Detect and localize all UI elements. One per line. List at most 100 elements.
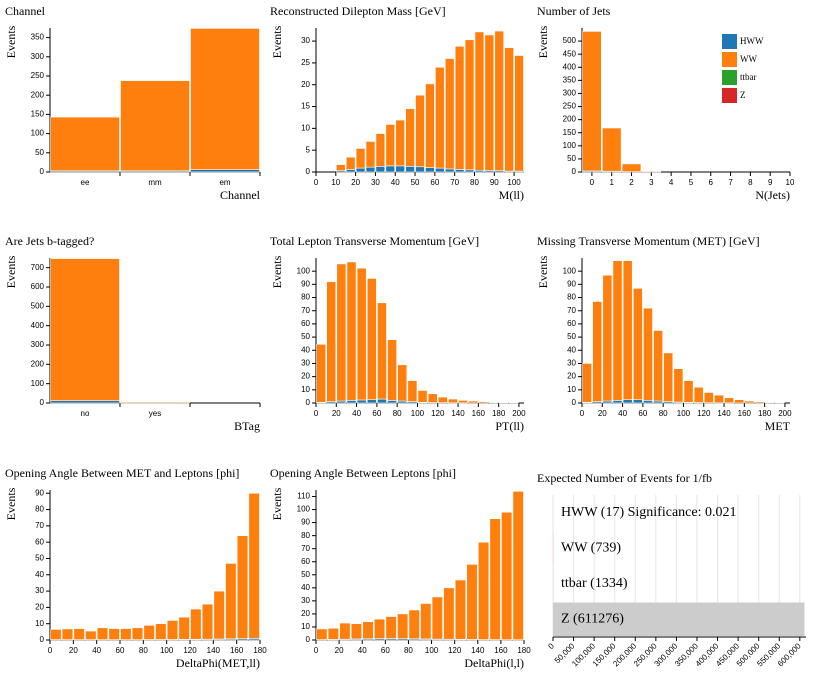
bar-segment <box>443 587 455 640</box>
x-tick-label: no <box>81 409 90 418</box>
y-tick-label: 150 <box>563 128 577 137</box>
bar-segment <box>501 511 513 641</box>
x-axis-label: M(ll) <box>499 188 524 202</box>
bar-segment <box>592 301 603 402</box>
bar-segment <box>345 156 356 170</box>
bar-segment <box>408 609 420 640</box>
bar-segment <box>448 398 458 404</box>
x-tick-label: 90 <box>490 178 499 187</box>
x-tick-label: 9 <box>768 178 773 187</box>
chart-title: Total Lepton Transverse Momentum [GeV] <box>270 234 479 248</box>
x-tick-label: 20 <box>598 409 607 418</box>
bar-segment <box>345 169 356 173</box>
x-tick-label: 60 <box>116 646 125 655</box>
x-axis-label: PT(ll) <box>495 419 524 433</box>
x-tick-label: 60 <box>372 409 381 418</box>
y-tick-label: 50 <box>35 148 44 157</box>
bar-segment <box>327 627 339 640</box>
x-tick-label: 20 <box>69 646 78 655</box>
bar-segment <box>673 368 684 403</box>
bar-segment <box>366 399 377 404</box>
bar-segment <box>178 616 190 640</box>
bar-segment <box>653 330 663 402</box>
y-tick-label: 5 <box>306 145 311 154</box>
bar-segment <box>365 166 376 173</box>
bar-segment <box>612 400 623 404</box>
y-tick-label: 30 <box>567 359 576 368</box>
y-tick-label: 90 <box>567 279 576 288</box>
bar-segment <box>478 401 489 404</box>
bar-segment <box>427 393 438 403</box>
y-tick-label: 400 <box>31 321 45 330</box>
bar-segment <box>425 83 435 168</box>
x-tick-label: 50 <box>411 178 420 187</box>
legend-swatch <box>722 88 737 103</box>
bar-segment <box>582 31 602 172</box>
bar-segment <box>61 628 74 640</box>
x-tick-label: 140 <box>717 409 731 418</box>
bar-segment <box>734 399 745 404</box>
bar-segment <box>190 169 260 173</box>
y-tick-label: 100 <box>297 266 311 275</box>
bar-segment <box>488 402 499 404</box>
x-tick-label: 0 <box>546 641 556 651</box>
y-tick-label: 70 <box>567 306 576 315</box>
bar-segment <box>120 628 132 640</box>
chart-title: Opening Angle Between MET and Leptons [p… <box>5 466 239 480</box>
bar-segment <box>683 380 694 403</box>
bar-segment <box>622 399 633 404</box>
bar-segment <box>346 261 357 401</box>
bar-segment <box>504 47 514 172</box>
y-tick-label: 20 <box>301 372 310 381</box>
y-tick-label: 10 <box>567 385 576 394</box>
x-tick-label: 0 <box>590 178 595 187</box>
bar-segment <box>582 363 592 403</box>
bar-segment <box>466 564 478 640</box>
bar-segment <box>397 364 408 402</box>
x-tick-label: 40 <box>352 409 361 418</box>
bar-segment <box>641 170 662 173</box>
x-tick-label: 120 <box>183 646 197 655</box>
y-axis-label: Events <box>536 25 550 58</box>
bar-segment <box>108 628 120 640</box>
y-tick-label: 200 <box>563 115 577 124</box>
y-tick-label: 30 <box>301 359 310 368</box>
bar-segment <box>435 167 445 173</box>
bar <box>553 567 554 601</box>
x-tick-label: 120 <box>697 409 711 418</box>
legend-label: ttbar <box>740 72 757 82</box>
bar-segment <box>336 263 347 402</box>
y-tick-label: 30 <box>35 586 44 595</box>
y-tick-label: 100 <box>563 266 577 275</box>
x-tick-label: 180 <box>253 646 267 655</box>
x-tick-label: 80 <box>404 646 413 655</box>
legend-label: HWW <box>740 36 764 46</box>
legend-swatch <box>722 34 737 49</box>
x-tick-label: 100 <box>425 646 439 655</box>
bar-segment <box>714 394 724 404</box>
chart-title: Opening Angle Between Leptons [phi] <box>270 466 456 480</box>
bar-segment <box>120 401 190 404</box>
x-tick-label: 180 <box>517 646 531 655</box>
y-tick-label: 100 <box>31 129 45 138</box>
y-axis-label: Events <box>4 25 18 58</box>
y-tick-label: 300 <box>563 89 577 98</box>
x-tick-label: 0 <box>580 409 585 418</box>
y-tick-label: 30 <box>301 36 310 45</box>
bar-segment <box>454 169 465 173</box>
bar-segment <box>417 390 428 403</box>
bar-segment <box>316 344 326 403</box>
x-tick-label: 100 <box>160 646 174 655</box>
bar-segment <box>131 627 144 640</box>
x-tick-label: 20 <box>332 409 341 418</box>
y-tick-label: 0 <box>40 635 45 644</box>
bar-segment <box>484 34 495 171</box>
y-tick-label: 10 <box>35 619 44 628</box>
x-tick-label: 100 <box>507 178 521 187</box>
x-tick-label: 120 <box>431 409 445 418</box>
bar <box>553 602 805 636</box>
bar-segment <box>643 307 653 401</box>
x-axis-label: DeltaPhi(MET,ll) <box>176 656 260 670</box>
y-tick-label: 50 <box>301 570 310 579</box>
bar-segment <box>764 402 775 404</box>
